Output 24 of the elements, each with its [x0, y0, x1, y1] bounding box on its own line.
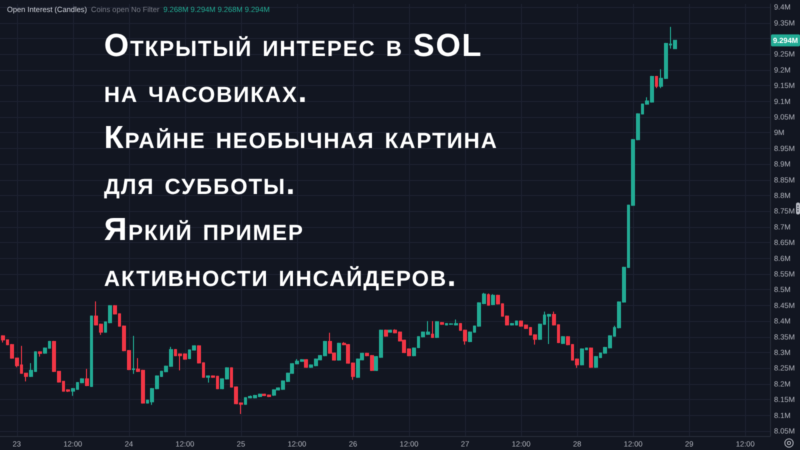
candlestick: [132, 335, 135, 374]
candlestick: [491, 294, 495, 306]
candlestick: [337, 342, 341, 362]
candlestick: [580, 348, 584, 366]
candlestick: [384, 329, 388, 338]
candlestick: [304, 358, 308, 368]
annotation: Открытый интерес в SOL на часовиках. Крайне необычная картина для субботы. Яркий пример активности инсайдеров.: [104, 26, 498, 295]
candlestick: [431, 320, 434, 339]
candlestick: [655, 75, 658, 89]
candlestick: [1, 334, 5, 343]
candlestick: [547, 313, 551, 345]
candlestick: [85, 368, 89, 387]
candlestick: [487, 292, 490, 306]
candlestick: [206, 374, 210, 384]
candlestick: [510, 322, 514, 326]
candlestick: [435, 320, 439, 339]
candlestick: [589, 346, 593, 368]
candlestick: [594, 355, 598, 368]
candlestick: [90, 314, 93, 388]
candlestick: [272, 388, 276, 396]
candlestick: [38, 350, 42, 358]
candlestick: [561, 336, 565, 345]
candlestick: [440, 322, 444, 326]
candlestick: [388, 329, 392, 334]
